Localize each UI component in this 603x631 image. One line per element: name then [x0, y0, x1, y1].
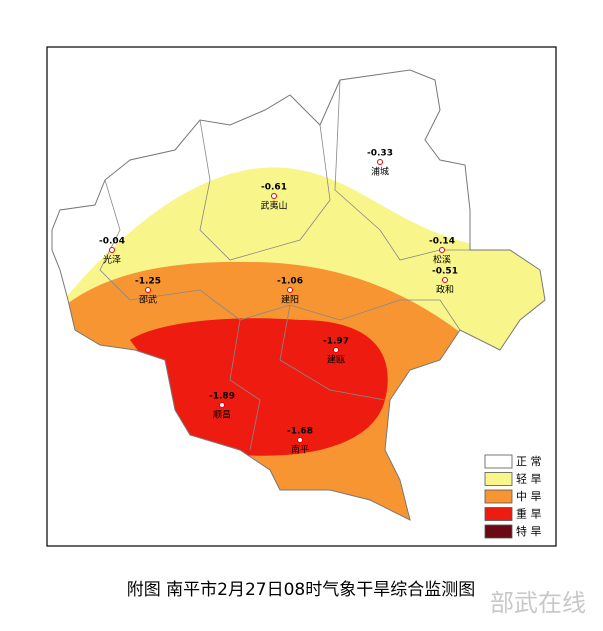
- legend-swatch: [484, 472, 513, 486]
- legend: 正 常轻 旱中 旱重 旱特 旱: [484, 454, 542, 539]
- station-dot: [442, 277, 448, 283]
- stations: -0.33 浦城 -0.61 武夷山 -0.04 光泽 -0.14 松溪-0.51 政和 -1.2…: [99, 149, 458, 456]
- station-dot: [109, 247, 115, 253]
- caption: 附图 南平市2月27日08时气象干旱综合监测图: [127, 580, 475, 600]
- station-dot: [287, 287, 293, 293]
- station-value: -1.68: [287, 427, 313, 437]
- station-name: 武夷山: [260, 200, 287, 212]
- station-dot: [219, 402, 225, 408]
- legend-swatch: [484, 524, 513, 539]
- station-name: 南平: [291, 444, 309, 456]
- station-name: 顺昌: [213, 410, 231, 421]
- station-dot: [333, 347, 339, 353]
- legend-label: 中 旱: [516, 490, 542, 503]
- station-value: -0.14: [429, 237, 455, 247]
- station-name: 政和: [436, 284, 454, 296]
- station-dot: [145, 287, 151, 293]
- legend-swatch: [484, 507, 513, 521]
- station-value: -0.04: [99, 237, 125, 247]
- legend-label: 特 旱: [516, 524, 542, 538]
- station-name: 浦城: [371, 166, 389, 178]
- station-dot: [297, 437, 303, 443]
- legend-swatch: [484, 454, 513, 469]
- station-name: 建阳: [281, 294, 299, 306]
- station-value: -0.51: [432, 267, 458, 277]
- station-name: 光泽: [103, 254, 121, 266]
- station-name: 建瓯: [327, 354, 345, 366]
- legend-swatch: [484, 489, 513, 504]
- station-value: -1.06: [277, 277, 303, 287]
- station-value: -0.33: [367, 149, 393, 159]
- station-dot: [271, 193, 277, 199]
- station-name: 邵武: [139, 294, 157, 306]
- station-value: -0.61: [261, 183, 287, 193]
- station-value: -1.97: [323, 337, 349, 347]
- legend-label: 正 常: [516, 455, 542, 468]
- station-dot: [377, 159, 383, 165]
- station-value: -1.25: [135, 277, 161, 287]
- station-name: 松溪: [433, 254, 451, 266]
- legend-label: 重 旱: [516, 507, 542, 521]
- watermark: 部武在线: [490, 589, 586, 617]
- station-dot: [439, 247, 445, 253]
- legend-label: 轻 旱: [516, 472, 542, 486]
- station-value: -1.89: [209, 392, 235, 402]
